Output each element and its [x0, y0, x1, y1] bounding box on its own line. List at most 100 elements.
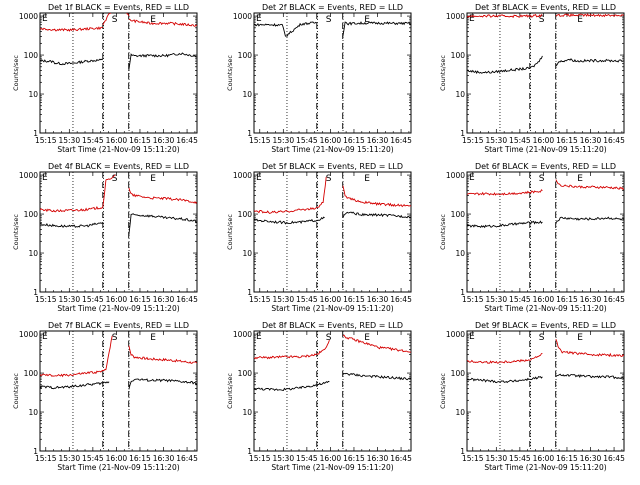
lld-line-segment-2 [102, 13, 112, 26]
events-line-segment-1 [254, 21, 317, 37]
plot-frame [253, 330, 412, 452]
y-tick-label: 1000 [19, 330, 38, 339]
x-tick-label: 16:30 [153, 136, 175, 145]
series-layer [254, 21, 411, 37]
x-tick-label: 15:15 [462, 454, 484, 463]
events-line-segment-2 [555, 216, 624, 224]
lld-line-segment-2 [342, 185, 411, 208]
series-layer [254, 334, 411, 392]
plot-frame [466, 12, 625, 134]
y-tick-label: 100 [451, 51, 466, 60]
x-tick-label: 16:30 [580, 136, 602, 145]
lld-line-segment-3 [126, 13, 130, 17]
corner-marker: E [42, 14, 48, 24]
event-marker-s: S [112, 15, 118, 25]
x-tick-label: 15:45 [509, 295, 531, 304]
panel-title: Det 6f BLACK = Events, RED = LLD [475, 162, 616, 171]
event-marker-e: E [150, 15, 156, 25]
y-tick-label: 100 [451, 210, 466, 219]
series-layer [40, 335, 197, 390]
lld-line-segment-1 [254, 176, 327, 215]
x-tick-label: 15:30 [272, 454, 294, 463]
detector-panel-3: Det 3f BLACK = Events, RED = LLD 1 10 100 10… [439, 3, 625, 154]
detector-panel-9: Det 9f BLACK = Events, RED = LLD 1 10 100 10… [439, 321, 625, 472]
y-tick-label: 1000 [446, 12, 465, 21]
y-tick-label: 1 [247, 447, 252, 456]
y-tick-label: 1000 [19, 171, 38, 180]
x-tick-label: 15:30 [485, 454, 507, 463]
panel-title: Det 4f BLACK = Events, RED = LLD [48, 162, 189, 171]
x-tick-label: 15:30 [485, 295, 507, 304]
events-line-segment-2 [342, 372, 411, 381]
lld-line-segment-2 [128, 345, 197, 364]
y-tick-label: 1 [33, 288, 38, 297]
x-tick-label: 16:00 [106, 454, 128, 463]
panel-title: Det 1f BLACK = Events, RED = LLD [48, 3, 189, 12]
x-axis-label: Start Time (21-Nov-09 15:11:20) [57, 145, 179, 154]
event-marker-s: S [326, 15, 332, 25]
events-line-segment-2 [128, 52, 197, 71]
lld-line-segment-1 [40, 335, 113, 378]
lld-line-segment-2 [128, 187, 197, 205]
lld-line-segment-1 [467, 13, 543, 19]
x-tick-label: 16:30 [580, 295, 602, 304]
events-line-segment-1 [467, 376, 543, 384]
lld-line-segment-2 [555, 339, 624, 358]
y-tick-label: 10 [28, 249, 38, 258]
panel-title: Det 5f BLACK = Events, RED = LLD [262, 162, 403, 171]
lld-line-segment-2 [555, 179, 624, 191]
y-tick-label: 1000 [233, 330, 252, 339]
events-line-segment-1 [254, 380, 330, 392]
event-marker-e: E [577, 174, 583, 184]
x-tick-label: 16:45 [390, 136, 412, 145]
x-axis-label: Start Time (21-Nov-09 15:11:20) [484, 463, 606, 472]
panel-title: Det 7f BLACK = Events, RED = LLD [48, 321, 189, 330]
lld-line-segment-2 [342, 334, 411, 353]
y-tick-label: 1 [460, 129, 465, 138]
x-tick-label: 15:15 [249, 136, 271, 145]
event-marker-e: E [364, 174, 370, 184]
x-tick-label: 15:30 [272, 295, 294, 304]
events-line-segment-2 [342, 211, 411, 219]
x-tick-label: 15:45 [296, 295, 318, 304]
plot-frame [466, 330, 625, 452]
event-marker-e: E [577, 15, 583, 25]
panel-title: Det 9f BLACK = Events, RED = LLD [475, 321, 616, 330]
x-tick-label: 15:30 [58, 136, 80, 145]
event-marker-s: S [326, 174, 332, 184]
y-axis-label: Counts/sec [12, 214, 20, 250]
x-tick-label: 15:15 [249, 295, 271, 304]
x-tick-label: 15:30 [485, 136, 507, 145]
y-tick-label: 100 [238, 369, 253, 378]
plot-frame [39, 12, 198, 134]
plot-frame [466, 171, 625, 293]
events-line-segment-1 [467, 55, 543, 75]
lld-line-segment-2 [555, 13, 624, 18]
y-tick-label: 1000 [233, 12, 252, 21]
plot-frame [253, 171, 412, 293]
series-layer [254, 176, 411, 225]
x-axis-label: Start Time (21-Nov-09 15:11:20) [271, 304, 393, 313]
event-marker-e: E [364, 333, 370, 343]
panel-title: Det 3f BLACK = Events, RED = LLD [475, 3, 616, 12]
x-tick-label: 15:45 [509, 136, 531, 145]
x-tick-label: 16:30 [367, 454, 389, 463]
x-tick-label: 16:00 [533, 136, 555, 145]
events-line-segment-2 [342, 21, 411, 37]
event-marker-s: S [539, 333, 545, 343]
y-axis-label: Counts/sec [226, 373, 234, 409]
x-tick-label: 16:45 [176, 295, 198, 304]
x-tick-label: 16:00 [533, 295, 555, 304]
plot-frame [39, 330, 198, 452]
y-tick-label: 100 [238, 210, 253, 219]
y-axis-label: Counts/sec [226, 214, 234, 250]
lld-line-segment-4 [128, 18, 197, 27]
detector-panel-2: Det 2f BLACK = Events, RED = LLD 1 10 100 10… [226, 3, 412, 154]
y-axis-label: Counts/sec [12, 55, 20, 91]
events-line-segment-2 [128, 213, 197, 235]
x-axis-label: Start Time (21-Nov-09 15:11:20) [271, 145, 393, 154]
x-tick-label: 15:30 [272, 136, 294, 145]
event-marker-s: S [539, 15, 545, 25]
